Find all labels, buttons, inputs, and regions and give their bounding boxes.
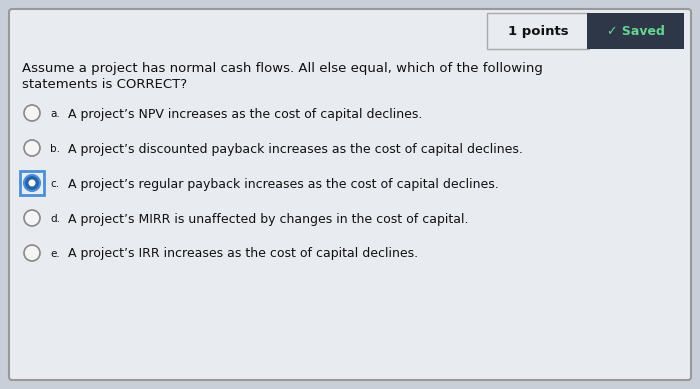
Circle shape <box>24 210 40 226</box>
Text: e.: e. <box>50 249 60 259</box>
Text: c.: c. <box>50 179 59 189</box>
Circle shape <box>24 140 40 156</box>
Text: A project’s IRR increases as the cost of capital declines.: A project’s IRR increases as the cost of… <box>68 247 418 261</box>
Text: b.: b. <box>50 144 60 154</box>
Text: A project’s regular payback increases as the cost of capital declines.: A project’s regular payback increases as… <box>68 177 498 191</box>
FancyBboxPatch shape <box>587 13 684 49</box>
Text: A project’s NPV increases as the cost of capital declines.: A project’s NPV increases as the cost of… <box>68 107 422 121</box>
Text: a.: a. <box>50 109 60 119</box>
Text: ✓ Saved: ✓ Saved <box>607 25 664 37</box>
Text: A project’s discounted payback increases as the cost of capital declines.: A project’s discounted payback increases… <box>68 142 523 156</box>
Circle shape <box>24 105 40 121</box>
Text: 1 points: 1 points <box>508 25 568 37</box>
FancyBboxPatch shape <box>487 13 589 49</box>
Circle shape <box>29 179 36 186</box>
Text: d.: d. <box>50 214 60 224</box>
Circle shape <box>24 175 40 191</box>
Text: statements is CORRECT?: statements is CORRECT? <box>22 78 187 91</box>
Circle shape <box>24 245 40 261</box>
Text: Assume a project has normal cash flows. All else equal, which of the following: Assume a project has normal cash flows. … <box>22 62 543 75</box>
FancyBboxPatch shape <box>9 9 691 380</box>
Text: A project’s MIRR is unaffected by changes in the cost of capital.: A project’s MIRR is unaffected by change… <box>68 212 468 226</box>
